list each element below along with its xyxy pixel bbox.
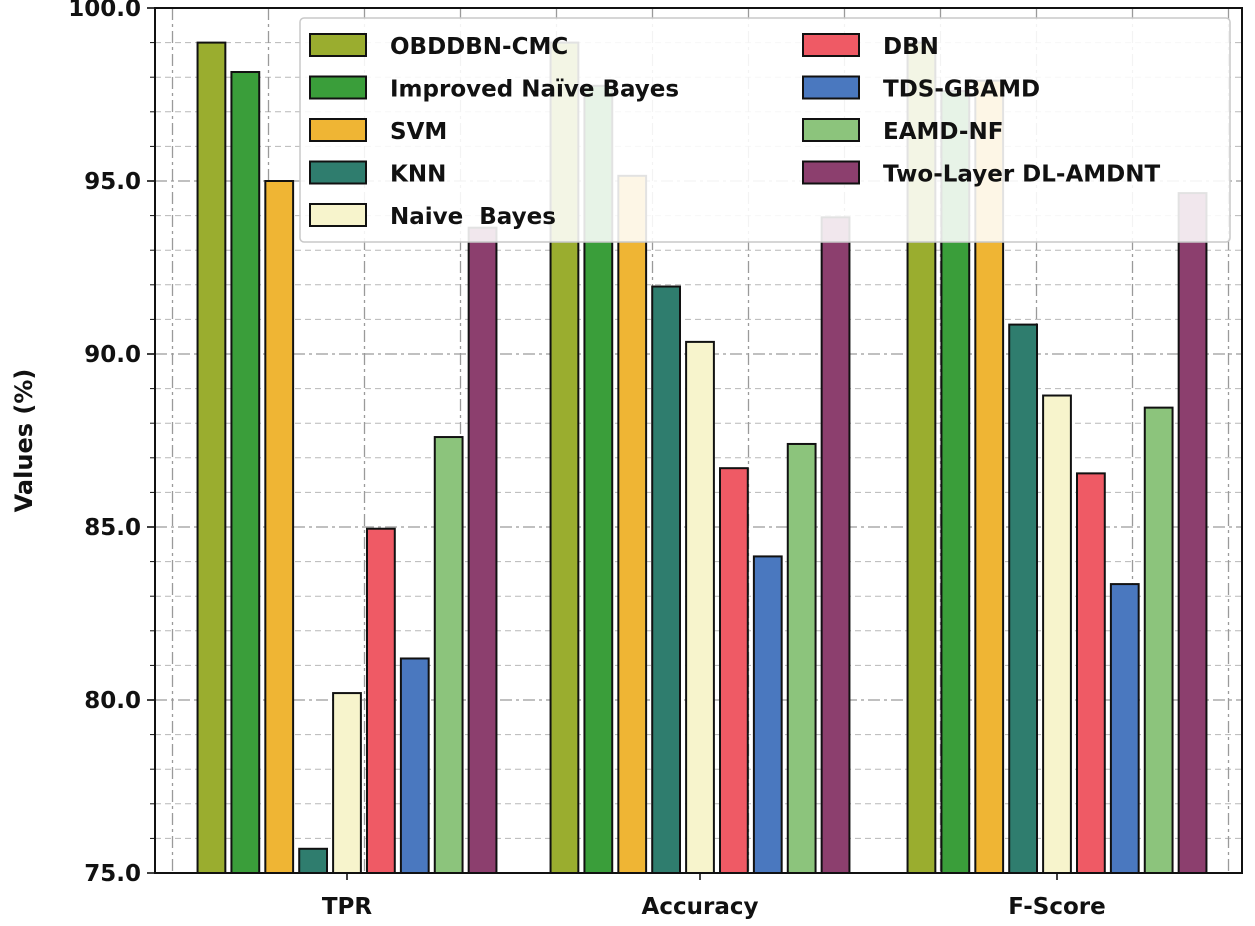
bar-tpr-4 [298, 847, 329, 875]
plot-frame [154, 7, 1243, 874]
legend-swatch [309, 33, 367, 57]
bar-f-score-7 [1109, 583, 1140, 875]
legend-box [299, 17, 1231, 243]
bar-accuracy-4 [651, 285, 682, 874]
legend-label: DBN [883, 34, 939, 60]
bar-accuracy-5 [685, 340, 715, 874]
bar-f-score-6 [1075, 472, 1106, 874]
bar-tpr-9 [467, 226, 498, 874]
bar-accuracy-3 [617, 174, 648, 874]
bar-tpr-1 [196, 41, 227, 875]
legend-swatch [802, 33, 860, 57]
bar-f-score-4 [1008, 323, 1039, 874]
legend-swatch [309, 118, 367, 142]
legend-label: EAMD-NF [883, 119, 1003, 145]
legend-swatch [309, 75, 367, 100]
legend-swatch [802, 75, 860, 100]
bar-tpr-6 [365, 527, 396, 874]
bar-tpr-7 [399, 657, 430, 874]
bar-tpr-5 [332, 692, 362, 875]
y-tick-label: 90.0 [84, 342, 141, 368]
bar-accuracy-7 [752, 555, 783, 874]
x-axis-ticks: TPR Accuracy F-Score [322, 873, 1106, 920]
y-tick-label: 80.0 [84, 688, 141, 714]
bar-accuracy-8 [786, 442, 817, 874]
y-axis-title: Values (%) [10, 369, 38, 513]
legend-swatch [309, 203, 367, 227]
x-tick-label: TPR [322, 894, 373, 920]
bar-accuracy-9 [820, 216, 851, 874]
y-axis-ticks: 75.0 80.0 85.0 90.0 95.0 100.0 [68, 0, 155, 887]
legend-swatch [802, 160, 860, 185]
bar-f-score-8 [1143, 406, 1174, 874]
legend-label: TDS-GBAMD [883, 77, 1040, 103]
legend-label: Two-Layer DL-AMDNT [883, 162, 1160, 188]
x-tick-label: Accuracy [642, 894, 759, 920]
legend-label: SVM [390, 119, 447, 145]
x-tick-label: F-Score [1008, 894, 1106, 920]
bar-f-score-5 [1042, 394, 1072, 874]
y-tick-label: 95.0 [84, 169, 141, 195]
bar-tpr-3 [264, 180, 295, 874]
y-tick-label: 75.0 [84, 861, 141, 887]
bar-tpr-2 [230, 71, 261, 874]
legend-swatch [802, 118, 860, 142]
bar-accuracy-6 [718, 467, 749, 874]
y-tick-label: 100.0 [68, 0, 141, 22]
legend-label: Improved Naïve Bayes [390, 77, 679, 103]
legend-swatch [309, 160, 367, 185]
y-tick-label: 85.0 [84, 515, 141, 541]
legend: OBDDBN-CMC Improved Naïve Bayes SVM KNN Naiv… [299, 17, 1231, 243]
bar-tpr-8 [433, 436, 464, 874]
legend-label: Naive Bayes [390, 204, 556, 230]
bar-f-score-9 [1177, 192, 1208, 875]
legend-label: KNN [390, 162, 446, 188]
legend-label: OBDDBN-CMC [390, 34, 568, 60]
